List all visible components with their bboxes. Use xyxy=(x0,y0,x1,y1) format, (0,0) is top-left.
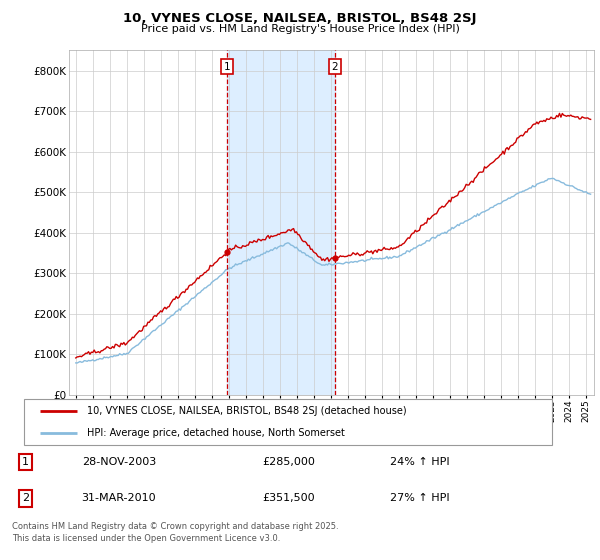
Text: 1: 1 xyxy=(22,457,29,467)
Text: 31-MAR-2010: 31-MAR-2010 xyxy=(82,493,156,503)
Bar xyxy=(227,50,335,395)
Text: 1: 1 xyxy=(224,62,230,72)
Text: 28-NOV-2003: 28-NOV-2003 xyxy=(82,457,156,467)
Text: £351,500: £351,500 xyxy=(262,493,315,503)
Text: Price paid vs. HM Land Registry's House Price Index (HPI): Price paid vs. HM Land Registry's House … xyxy=(140,24,460,34)
Text: 24% ↑ HPI: 24% ↑ HPI xyxy=(390,457,450,467)
Text: Contains HM Land Registry data © Crown copyright and database right 2025.
This d: Contains HM Land Registry data © Crown c… xyxy=(12,522,338,543)
Text: 10, VYNES CLOSE, NAILSEA, BRISTOL, BS48 2SJ (detached house): 10, VYNES CLOSE, NAILSEA, BRISTOL, BS48 … xyxy=(88,406,407,416)
Text: 2: 2 xyxy=(332,62,338,72)
Text: 2: 2 xyxy=(22,493,29,503)
Text: 27% ↑ HPI: 27% ↑ HPI xyxy=(390,493,450,503)
FancyBboxPatch shape xyxy=(24,399,552,445)
Text: HPI: Average price, detached house, North Somerset: HPI: Average price, detached house, Nort… xyxy=(88,428,345,438)
Text: £285,000: £285,000 xyxy=(262,457,315,467)
Text: 10, VYNES CLOSE, NAILSEA, BRISTOL, BS48 2SJ: 10, VYNES CLOSE, NAILSEA, BRISTOL, BS48 … xyxy=(123,12,477,25)
